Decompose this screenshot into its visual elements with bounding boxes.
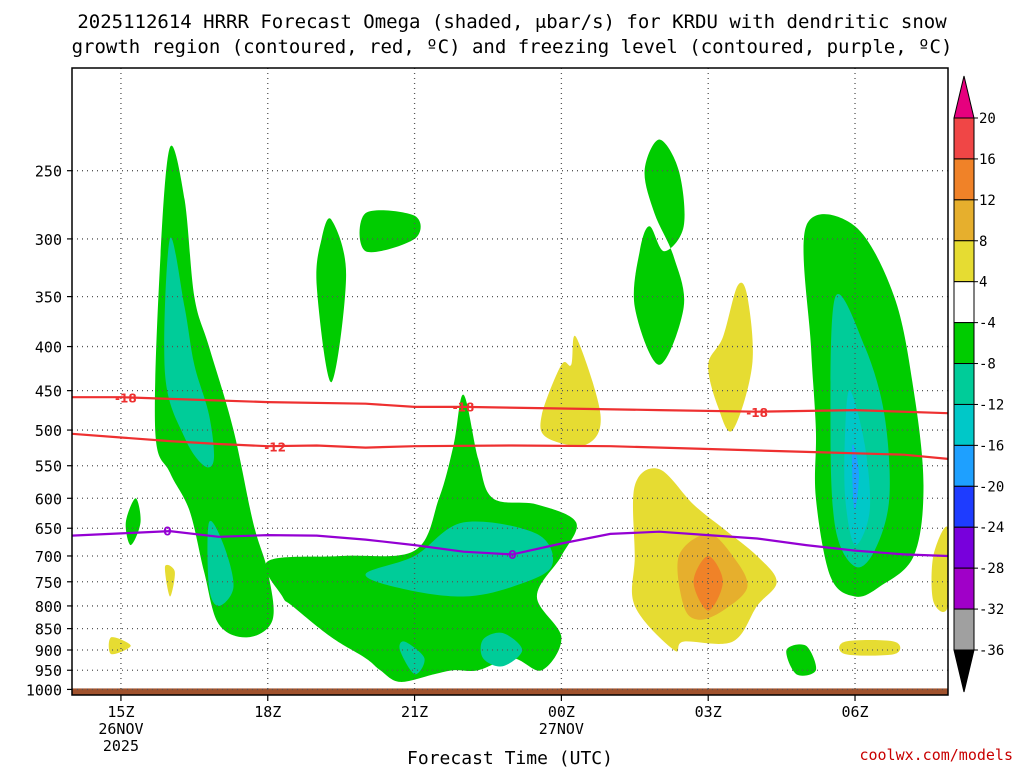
- y-tick-label-1000: 1000: [26, 681, 62, 699]
- x-tick-label-15Z-1: 26NOV: [98, 720, 143, 738]
- colorbar-bin-10: [953, 526, 975, 569]
- colorbar-label-13: -36: [979, 643, 1004, 659]
- contour-label-0-0: -18: [115, 392, 137, 406]
- colorbar-bin-3: [953, 240, 975, 283]
- x-tick-label-15Z-0: 15Z: [107, 703, 134, 721]
- contour-line-0: [72, 396, 948, 415]
- omega-region-3: [265, 394, 577, 682]
- colorbar-label-11: -28: [979, 561, 1004, 577]
- omega-region-9: [633, 139, 685, 365]
- colorbar-label-6: -8: [979, 357, 996, 373]
- y-tick-label-900: 900: [35, 642, 62, 660]
- x-tick-label-00Z-0: 00Z: [548, 703, 575, 721]
- contours: -18 -18 -18 -12 0 0: [72, 392, 948, 562]
- omega-region-6: [480, 632, 523, 667]
- omega-region-8: [359, 210, 421, 253]
- x-tick-label-03Z-0: 03Z: [695, 703, 722, 721]
- colorbar-label-12: -32: [979, 602, 1004, 618]
- omega-region-5: [399, 641, 425, 675]
- omega-region-14: [540, 335, 601, 446]
- y-tick-label-800: 800: [35, 598, 62, 616]
- colorbar-bin-8: [953, 444, 975, 487]
- y-tick-label-850: 850: [35, 621, 62, 639]
- contour-label-0-2: -18: [746, 406, 768, 420]
- omega-region-24: [931, 526, 948, 612]
- colorbar-bin-5: [953, 322, 975, 365]
- shaded-omega: [108, 139, 948, 682]
- colorbar-label-7: -12: [979, 397, 1004, 413]
- contour-label-0-1: -18: [453, 400, 475, 414]
- colorbar-label-10: -24: [979, 520, 1004, 536]
- site-credit: coolwx.com/models: [859, 746, 1013, 764]
- omega-region-2: [207, 520, 234, 606]
- colorbar: 20 16 12 8 4 -4 -8 -12 -16 -20 -24 -28 -32 -36: [953, 75, 1004, 693]
- omega-region-22: [786, 644, 817, 676]
- colorbar-bin-11: [953, 567, 975, 610]
- omega-region-23: [839, 640, 901, 656]
- y-tick-label-750: 750: [35, 574, 62, 592]
- omega-region-0: [154, 145, 274, 638]
- ground-terrain: [72, 688, 948, 695]
- y-tick-label-500: 500: [35, 422, 62, 440]
- omega-region-21: [108, 637, 131, 655]
- x-tick-label-06Z-0: 06Z: [841, 703, 868, 721]
- plot-area: -18 -18 -18 -12 0 0: [71, 67, 949, 696]
- chart-title-line1: 2025112614 HRRR Forecast Omega (shaded, …: [77, 11, 947, 33]
- y-tick-label-400: 400: [35, 339, 62, 357]
- x-tick-label-18Z-0: 18Z: [254, 703, 281, 721]
- colorbar-label-2: 12: [979, 193, 996, 209]
- contour-label-1-0: -12: [264, 440, 286, 454]
- colorbar-bin-9: [953, 485, 975, 528]
- colorbar-bin-2: [953, 199, 975, 242]
- omega-region-4: [365, 521, 554, 597]
- y-tick-label-950: 950: [35, 662, 62, 680]
- colorbar-label-9: -20: [979, 479, 1004, 495]
- colorbar-bin-12: [953, 608, 975, 651]
- y-tick-label-450: 450: [35, 383, 62, 401]
- omega-region-18: [708, 282, 753, 432]
- omega-region-7: [316, 218, 347, 383]
- colorbar-bin-6: [953, 363, 975, 405]
- contour-label-2-1: 0: [508, 548, 516, 562]
- colorbar-top-arrow: [953, 75, 975, 119]
- colorbar-label-8: -16: [979, 438, 1004, 454]
- colorbar-bin-1: [953, 158, 975, 201]
- omega-region-13: [852, 444, 859, 511]
- colorbar-label-3: 8: [979, 234, 987, 250]
- y-tick-label-350: 350: [35, 289, 62, 307]
- contour-line-1: [72, 432, 948, 460]
- omega-region-20: [164, 564, 175, 597]
- contour-line-2: [72, 529, 948, 558]
- colorbar-label-5: -4: [979, 316, 996, 332]
- colorbar-bin-4: [953, 281, 975, 324]
- omega-region-1: [164, 237, 215, 468]
- y-tick-label-550: 550: [35, 458, 62, 476]
- y-tick-label-650: 650: [35, 520, 62, 538]
- y-tick-label-300: 300: [35, 231, 62, 249]
- x-tick-label-15Z-2: 2025: [103, 737, 139, 755]
- colorbar-bottom-arrow: [953, 649, 975, 693]
- colorbar-label-1: 16: [979, 152, 996, 168]
- contour-label-2-0: 0: [163, 525, 171, 539]
- chart-title-line2: growth region (contoured, red, ºC) and f…: [72, 36, 953, 58]
- pressure-axis: 250 300 350 400 450 500 550 600 650 700 750 800 850 9…: [26, 163, 72, 699]
- colorbar-bin-7: [953, 403, 975, 446]
- colorbar-bin-0: [953, 117, 975, 160]
- grid-lines: [72, 68, 948, 691]
- plot-frame: [71, 67, 949, 696]
- x-tick-label-21Z-0: 21Z: [401, 703, 428, 721]
- colorbar-label-4: 4: [979, 275, 987, 291]
- y-tick-label-600: 600: [35, 490, 62, 508]
- colorbar-label-0: 20: [979, 111, 996, 127]
- x-axis-title: Forecast Time (UTC): [407, 748, 613, 768]
- y-tick-label-700: 700: [35, 548, 62, 566]
- omega-region-19: [125, 498, 141, 546]
- y-tick-label-250: 250: [35, 163, 62, 181]
- x-tick-label-00Z-1: 27NOV: [539, 720, 584, 738]
